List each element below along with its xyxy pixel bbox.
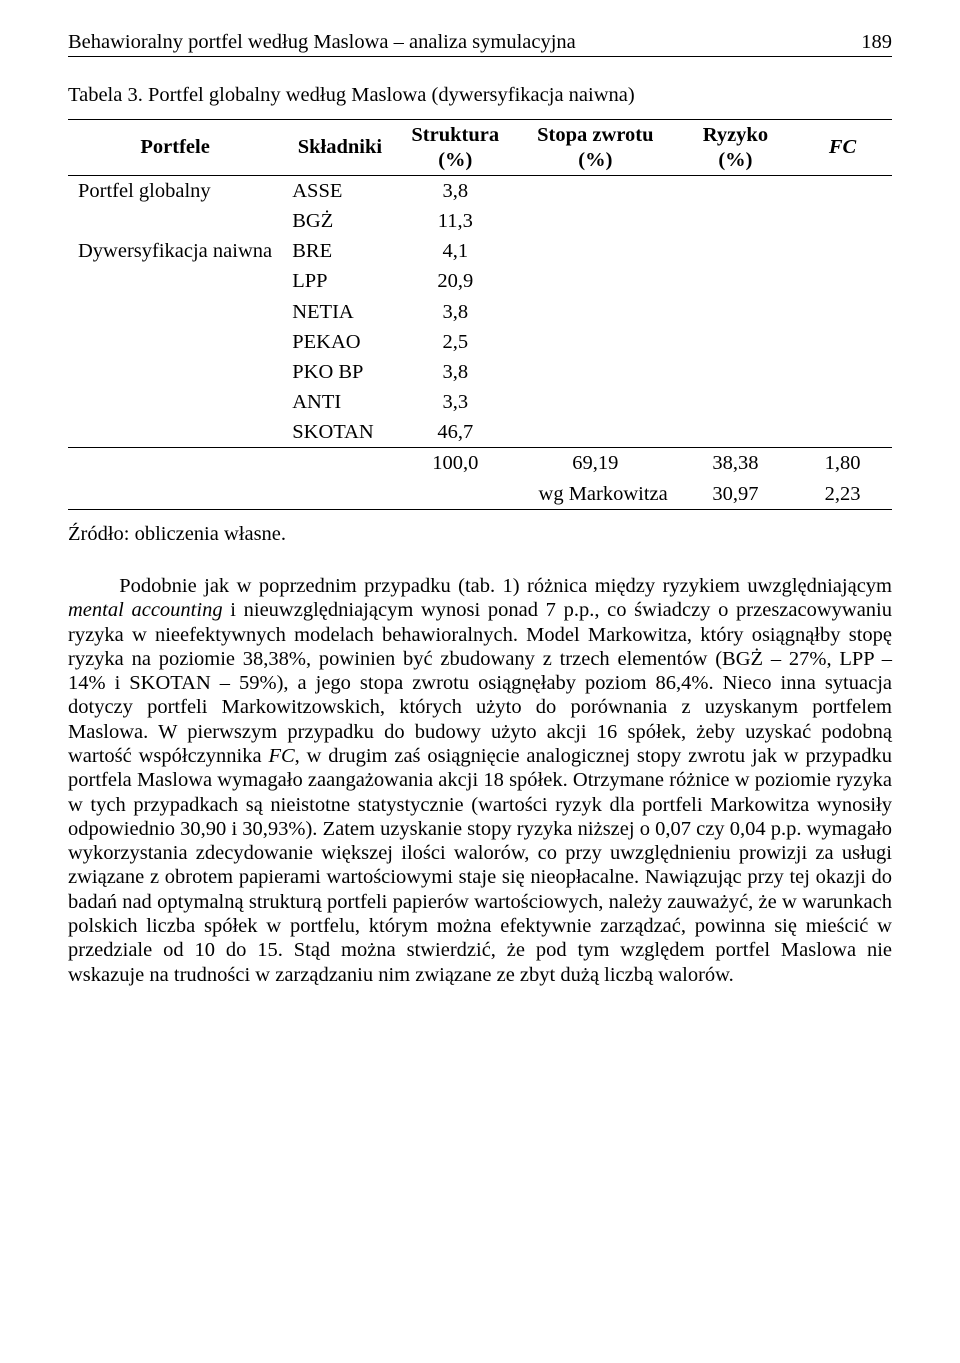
th-portfele: Portfele: [68, 120, 282, 175]
table-row: PKO BP 3,8: [68, 357, 892, 387]
cell-stopa: 69,19: [513, 448, 678, 479]
cell-value: 3,8: [398, 297, 513, 327]
cell-fc: 1,80: [793, 448, 892, 479]
cell-ryzyko: 38,38: [678, 448, 793, 479]
th-skladniki: Składniki: [282, 120, 397, 175]
cell-component: LPP: [282, 266, 397, 296]
cell-value: 11,3: [398, 206, 513, 236]
table-row: ANTI 3,3: [68, 387, 892, 417]
cell-value: 2,5: [398, 327, 513, 357]
cell-component: ASSE: [282, 175, 397, 206]
cell-value: 20,9: [398, 266, 513, 296]
cell-value: 4,1: [398, 236, 513, 266]
cell-value: 3,3: [398, 387, 513, 417]
table-row: LPP 20,9: [68, 266, 892, 296]
table-row: Portfel globalny ASSE 3,8: [68, 175, 892, 206]
cell-component: SKOTAN: [282, 417, 397, 448]
table-row: BGŻ 11,3: [68, 206, 892, 236]
table-caption: Tabela 3. Portfel globalny według Maslow…: [68, 83, 892, 107]
data-table: Portfele Składniki Struktura (%) Stopa z…: [68, 119, 892, 509]
running-header: Behawioralny portfel według Maslowa – an…: [68, 30, 892, 57]
body-text-b: mental accounting: [68, 599, 223, 621]
cell-label: Dywersyfikacja naiwna: [68, 236, 282, 266]
header-title: Behawioralny portfel według Maslowa – an…: [68, 30, 576, 54]
cell-label: Portfel globalny: [68, 175, 282, 206]
cell-value: 3,8: [398, 357, 513, 387]
body-text-d: FC: [268, 745, 294, 767]
cell-marko-ryzyko: 30,97: [678, 479, 793, 510]
cell-component: PEKAO: [282, 327, 397, 357]
th-stopa: Stopa zwrotu (%): [513, 120, 678, 175]
th-struktura: Struktura (%): [398, 120, 513, 175]
cell-sum: 100,0: [398, 448, 513, 479]
cell-component: BGŻ: [282, 206, 397, 236]
body-paragraph: Podobnie jak w poprzednim przypadku (tab…: [68, 574, 892, 987]
table-row: Dywersyfikacja naiwna BRE 4,1: [68, 236, 892, 266]
th-fc: FC: [793, 120, 892, 175]
table-source: Źródło: obliczenia własne.: [68, 522, 892, 546]
table-row: SKOTAN 46,7: [68, 417, 892, 448]
cell-value: 46,7: [398, 417, 513, 448]
cell-component: NETIA: [282, 297, 397, 327]
cell-value: 3,8: [398, 175, 513, 206]
table-header-row: Portfele Składniki Struktura (%) Stopa z…: [68, 120, 892, 175]
th-ryzyko: Ryzyko (%): [678, 120, 793, 175]
table-markowitz-row: wg Markowitza 30,97 2,23: [68, 479, 892, 510]
cell-component: BRE: [282, 236, 397, 266]
body-text-a: Podobnie jak w poprzednim przypadku (tab…: [119, 575, 892, 597]
cell-component: PKO BP: [282, 357, 397, 387]
body-text-e: , w drugim zaś osiągnięcie analogicznej …: [68, 745, 892, 986]
page-number: 189: [861, 30, 892, 54]
cell-marko-fc: 2,23: [793, 479, 892, 510]
table-total-row: 100,0 69,19 38,38 1,80: [68, 448, 892, 479]
table-row: PEKAO 2,5: [68, 327, 892, 357]
body-text-c: i nieuwzględniającym wynosi ponad 7 p.p.…: [68, 599, 892, 767]
cell-marko-label: wg Markowitza: [513, 479, 678, 510]
cell-component: ANTI: [282, 387, 397, 417]
table-row: NETIA 3,8: [68, 297, 892, 327]
